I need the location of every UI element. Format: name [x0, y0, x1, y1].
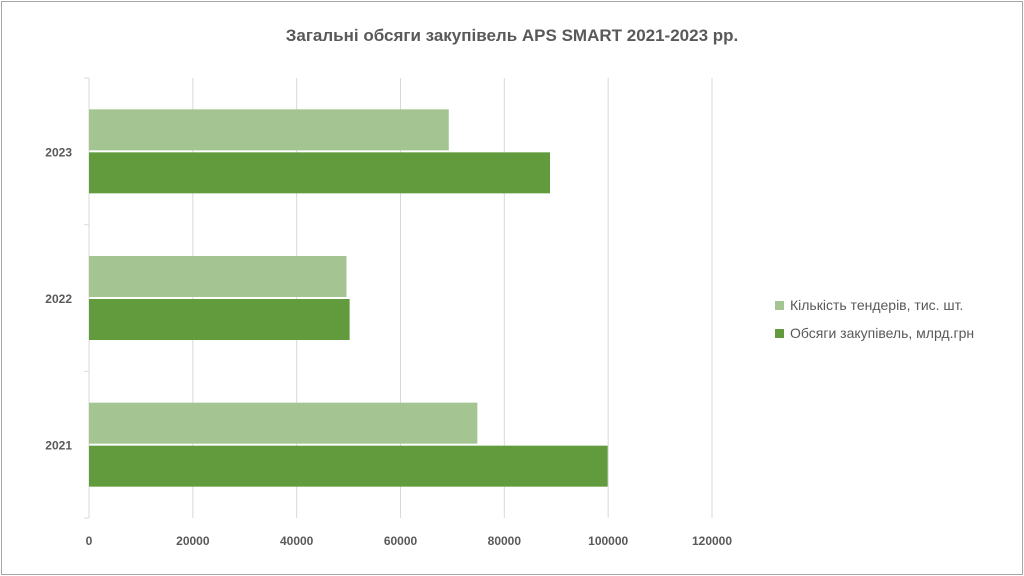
x-tick-label: 60000 [384, 534, 418, 548]
legend-item-tenders: Кількість тендерів, тис. шт. [775, 297, 963, 313]
x-tick-label: 100000 [588, 534, 628, 548]
bar-volume-2021 [89, 445, 608, 487]
legend-swatch [775, 328, 784, 338]
x-tick-label: 40000 [280, 534, 314, 548]
x-tick-label: 120000 [692, 534, 732, 548]
y-tick-label: 2021 [45, 439, 72, 453]
bar-volume-2023 [89, 152, 551, 194]
bar-tenders-2021 [89, 402, 478, 444]
x-tick-label: 0 [86, 534, 93, 548]
x-tick-label: 20000 [176, 534, 210, 548]
legend-swatch [775, 300, 784, 310]
bar-volume-2022 [89, 299, 350, 340]
y-tick-label: 2022 [45, 292, 72, 306]
chart-title: Загальні обсяги закупівель APS SMART 202… [285, 26, 739, 45]
legend-label: Обсяги закупівель, млрд.грн [790, 325, 975, 341]
x-tick-label: 80000 [488, 534, 522, 548]
legend-item-volume: Обсяги закупівель, млрд.грн [775, 325, 974, 341]
bar-tenders-2023 [89, 109, 449, 151]
y-tick-label: 2023 [45, 145, 72, 159]
bar-tenders-2022 [89, 256, 347, 297]
legend-label: Кількість тендерів, тис. шт. [790, 297, 964, 313]
